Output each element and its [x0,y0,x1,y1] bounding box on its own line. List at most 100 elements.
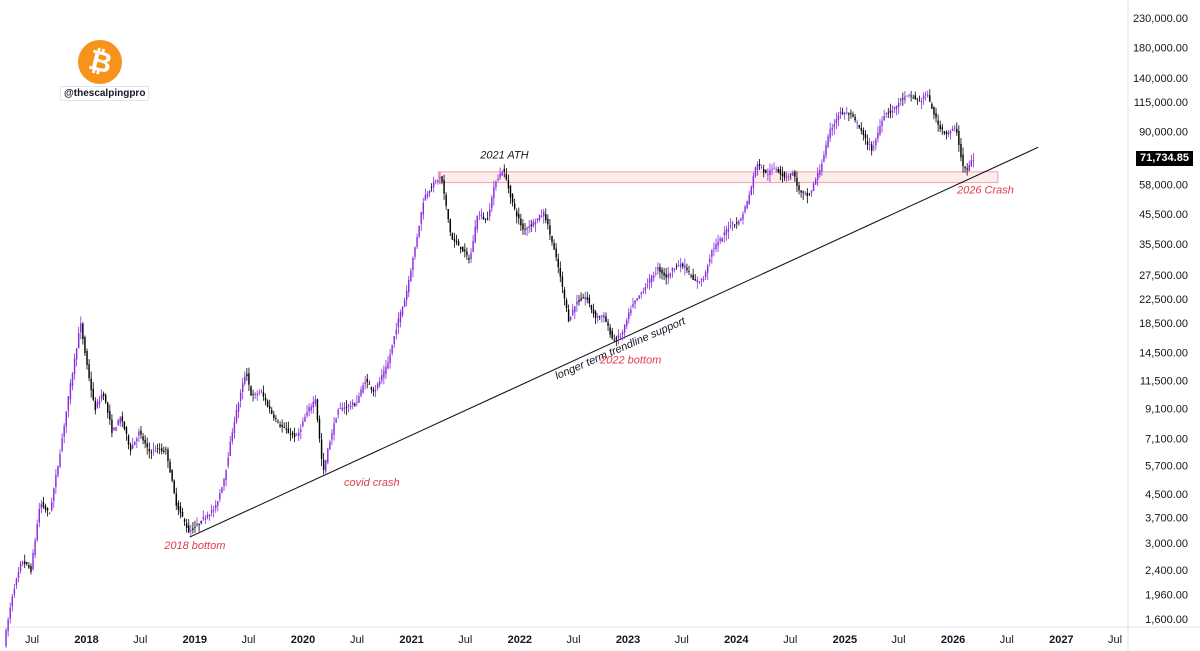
candle [883,109,885,121]
x-tick-label: Jul [891,634,905,646]
candle [129,442,132,456]
y-tick-label: 2,400.00 [1145,565,1188,577]
candle [80,316,82,340]
candle [538,214,541,222]
y-tick-label: 22,500.00 [1139,294,1188,306]
candle [877,126,879,143]
candle [5,628,7,648]
candle [281,419,283,433]
candle [383,365,385,385]
candle [264,393,267,406]
candle [802,190,804,200]
x-tick-label: 2027 [1049,634,1073,646]
candle [71,372,74,391]
candle [295,432,298,436]
candle [889,103,892,119]
current-price-label: 71,734.85 [1136,151,1193,166]
candle [711,249,713,264]
trendline-layer [189,146,1039,538]
candle [493,180,495,206]
candle [524,222,526,236]
candle [306,405,308,418]
candle [239,389,242,408]
candle [333,416,335,441]
candle [902,92,904,106]
candle [868,137,871,151]
candle [165,446,167,455]
candle [964,166,966,173]
candle [426,190,429,199]
x-tick-label: 2021 [399,634,423,646]
candle [628,308,630,324]
candle [881,116,883,133]
x-tick-label: Jul [1108,634,1122,646]
candle [939,120,941,133]
price-axis[interactable]: 230,000.00 180,000.00 140,000.00 115,000.00… [1133,13,1188,626]
time-axis[interactable]: Jul 2018 Jul 2019 Jul 2020 Jul 2021 Jul 2022 Jul 20… [25,634,1122,646]
candle [256,390,258,401]
candle [254,392,256,399]
y-tick-label: 14,500.00 [1139,347,1188,359]
candle [138,428,140,442]
candle [194,520,196,533]
candle [927,90,929,98]
candle [17,567,20,583]
candle [738,219,740,226]
candle [202,510,204,521]
candle [418,225,420,239]
candle [572,303,574,317]
candle [617,329,620,345]
candle [28,562,30,570]
candle [314,394,317,407]
candle [941,123,943,136]
candle [648,274,651,290]
candle [337,408,339,419]
candle [704,269,707,281]
candle [75,347,78,367]
candle [447,208,449,223]
candle [895,105,898,116]
candle [121,411,124,428]
candle [113,427,115,431]
candle [785,172,788,182]
y-tick-label: 45,500.00 [1139,209,1188,221]
candle [36,519,38,542]
candle [615,335,618,347]
candle [846,106,848,115]
candle [787,173,790,181]
candle [636,297,638,302]
candle [958,125,960,152]
candle [476,215,478,233]
candle [464,243,466,258]
candle [65,411,67,434]
candle [252,389,254,402]
y-tick-label: 18,500.00 [1139,318,1188,330]
candle [511,193,514,207]
candle [107,402,109,419]
candle [225,469,227,487]
candle [918,95,921,102]
candle [623,324,626,339]
candle [746,200,748,210]
candle [696,276,699,289]
candle [283,422,285,429]
candle [175,487,177,511]
candle [947,129,950,137]
candle [403,297,406,308]
candle [48,511,51,515]
candle [910,90,912,102]
candle [758,158,761,170]
x-tick-label: Jul [566,634,580,646]
candle [50,497,53,512]
x-tick-label: 2018 [74,634,98,646]
candle [536,218,539,224]
candle [169,458,171,473]
candle [555,243,557,262]
candle [302,417,304,428]
candle [698,280,701,284]
candle [61,433,63,453]
candle [318,415,321,443]
candle [241,377,244,400]
candle [652,271,655,282]
